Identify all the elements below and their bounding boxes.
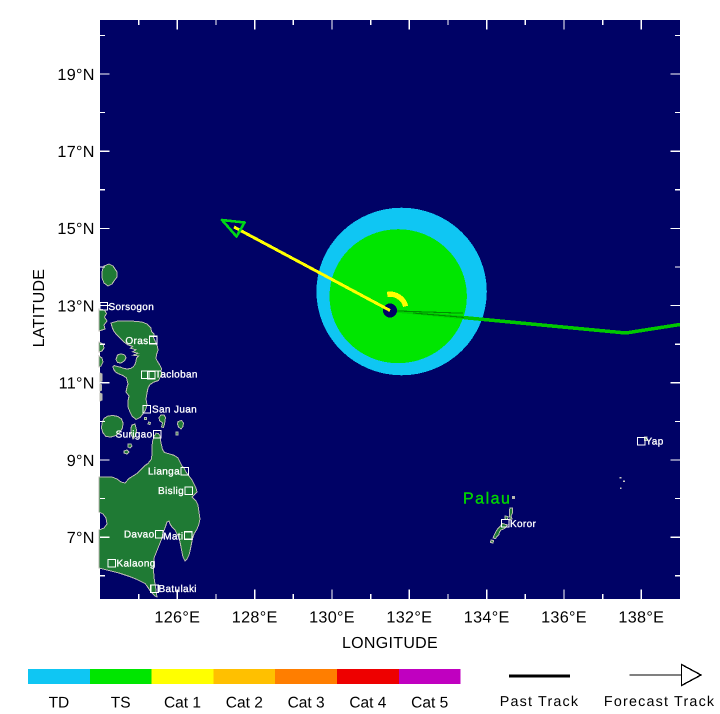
- svg-text:Forecast Track: Forecast Track: [604, 694, 715, 709]
- svg-text:Tacloban: Tacloban: [155, 370, 198, 381]
- svg-text:Koror: Koror: [510, 519, 537, 530]
- svg-text:136°E: 136°E: [541, 609, 587, 627]
- svg-text:134°E: 134°E: [464, 609, 510, 627]
- svg-text:Cat 5: Cat 5: [411, 695, 448, 710]
- svg-text:15°N: 15°N: [57, 220, 94, 238]
- svg-text:Palau: Palau: [463, 491, 511, 508]
- svg-text:Cat 1: Cat 1: [164, 695, 201, 710]
- svg-text:126°E: 126°E: [154, 609, 200, 627]
- svg-text:Kalaong: Kalaong: [117, 559, 156, 570]
- svg-text:17°N: 17°N: [57, 143, 94, 161]
- svg-text:19°N: 19°N: [57, 66, 94, 84]
- svg-text:11°N: 11°N: [59, 375, 95, 393]
- svg-text:13°N: 13°N: [57, 297, 94, 315]
- svg-text:San Juan: San Juan: [152, 405, 197, 416]
- svg-text:132°E: 132°E: [386, 609, 432, 627]
- svg-text:LATITUDE: LATITUDE: [31, 269, 48, 348]
- svg-text:Oras: Oras: [125, 336, 148, 347]
- svg-text:128°E: 128°E: [232, 609, 278, 627]
- svg-text:Batulaki: Batulaki: [159, 584, 197, 595]
- svg-text:Cat 3: Cat 3: [288, 695, 325, 710]
- svg-text:TS: TS: [111, 695, 131, 710]
- svg-text:Lianga: Lianga: [148, 467, 180, 478]
- svg-text:Past Track: Past Track: [500, 694, 580, 709]
- svg-text:LONGITUDE: LONGITUDE: [342, 635, 438, 652]
- svg-text:9°N: 9°N: [67, 452, 95, 470]
- svg-text:TD: TD: [49, 695, 70, 710]
- svg-text:Bislig: Bislig: [158, 486, 184, 497]
- svg-text:Mati: Mati: [163, 532, 183, 543]
- svg-text:Surigao: Surigao: [116, 430, 153, 441]
- svg-text:Cat 2: Cat 2: [226, 695, 263, 710]
- svg-text:130°E: 130°E: [309, 609, 355, 627]
- svg-text:7°N: 7°N: [67, 529, 95, 547]
- svg-text:Davao: Davao: [124, 530, 155, 541]
- svg-text:Sorsogon: Sorsogon: [109, 302, 155, 313]
- svg-text:Yap: Yap: [646, 437, 664, 448]
- svg-text:Cat 4: Cat 4: [349, 695, 386, 710]
- svg-text:138°E: 138°E: [618, 609, 664, 627]
